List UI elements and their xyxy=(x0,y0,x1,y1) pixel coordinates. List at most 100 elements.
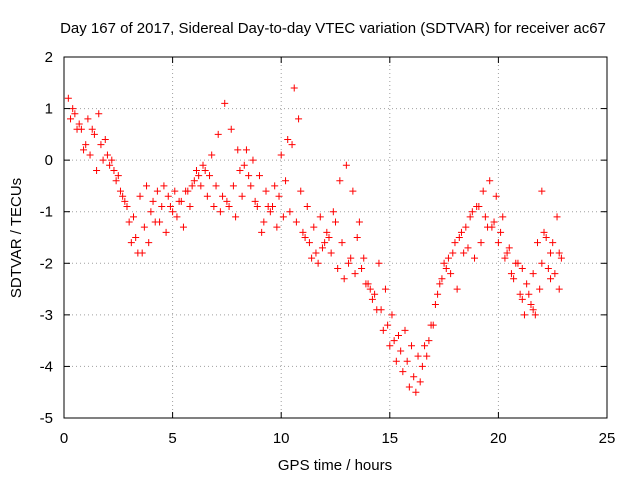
data-point xyxy=(464,244,472,252)
data-point xyxy=(112,177,120,185)
data-point xyxy=(505,244,513,252)
data-point xyxy=(490,218,498,226)
data-point xyxy=(140,223,148,231)
data-point xyxy=(255,172,263,180)
data-point xyxy=(449,249,457,257)
data-point xyxy=(264,203,272,211)
data-point xyxy=(345,259,353,267)
data-point xyxy=(88,125,96,133)
data-point xyxy=(266,208,274,216)
data-point xyxy=(340,275,348,283)
data-point xyxy=(127,239,135,247)
data-point xyxy=(384,321,392,329)
data-point xyxy=(533,239,541,247)
data-point xyxy=(386,342,394,350)
data-point xyxy=(240,161,248,169)
data-point xyxy=(408,342,416,350)
data-point xyxy=(106,161,114,169)
data-point xyxy=(199,161,207,169)
data-point xyxy=(279,213,287,221)
data-point xyxy=(542,234,550,241)
data-point xyxy=(214,130,222,138)
data-point xyxy=(149,197,157,205)
data-point xyxy=(177,197,185,205)
data-point xyxy=(75,120,83,128)
data-point xyxy=(507,270,515,278)
data-point xyxy=(203,192,211,200)
data-point xyxy=(327,249,335,257)
data-point xyxy=(358,264,366,272)
data-point xyxy=(162,228,170,236)
x-axis-label: GPS time / hours xyxy=(278,457,392,474)
y-tick-label: -2 xyxy=(40,255,53,272)
data-point xyxy=(551,270,559,278)
data-point xyxy=(347,254,355,262)
data-point xyxy=(242,146,250,154)
data-point xyxy=(336,177,344,185)
data-point xyxy=(271,182,279,190)
data-point xyxy=(453,285,461,293)
data-point xyxy=(179,223,187,231)
data-point xyxy=(210,203,218,211)
data-point xyxy=(97,141,105,149)
y-tick-label: -1 xyxy=(40,204,53,221)
data-point xyxy=(108,156,116,164)
data-point xyxy=(553,213,561,221)
data-point xyxy=(366,285,374,293)
data-point xyxy=(314,259,322,267)
data-point xyxy=(481,213,489,221)
data-point xyxy=(368,295,376,303)
data-point xyxy=(82,141,90,149)
data-point xyxy=(253,203,261,211)
data-point xyxy=(69,105,77,113)
data-point xyxy=(362,280,370,288)
data-point xyxy=(262,187,270,195)
data-point xyxy=(232,213,240,221)
data-point xyxy=(401,326,409,334)
data-points xyxy=(64,84,565,396)
data-point xyxy=(295,115,303,123)
data-point xyxy=(431,301,439,309)
data-point xyxy=(451,239,459,247)
data-point xyxy=(334,264,342,272)
data-point xyxy=(531,311,539,319)
data-point xyxy=(397,347,405,355)
data-point xyxy=(390,337,398,345)
data-point xyxy=(116,187,124,195)
data-point xyxy=(486,177,494,185)
data-point xyxy=(305,239,313,247)
data-point xyxy=(184,187,192,195)
data-point xyxy=(301,234,309,241)
data-point xyxy=(160,182,168,190)
data-point xyxy=(479,187,487,195)
data-point xyxy=(503,249,511,257)
data-point xyxy=(303,203,311,211)
data-point xyxy=(164,192,172,200)
data-point xyxy=(403,357,411,365)
data-point xyxy=(440,259,448,267)
data-point xyxy=(216,208,224,216)
data-point xyxy=(234,146,242,154)
data-point xyxy=(547,249,555,257)
data-point xyxy=(67,115,75,123)
data-point xyxy=(351,270,359,278)
data-point xyxy=(477,239,485,247)
data-point xyxy=(457,228,465,236)
data-point xyxy=(143,182,151,190)
data-point xyxy=(151,218,159,226)
data-point xyxy=(394,331,402,339)
data-point xyxy=(536,285,544,293)
x-tick-label: 25 xyxy=(599,430,616,447)
data-point xyxy=(188,182,196,190)
data-point xyxy=(166,203,174,211)
data-point xyxy=(169,208,177,216)
x-tick-label: 10 xyxy=(273,430,290,447)
data-point xyxy=(95,110,103,118)
data-point xyxy=(412,388,420,396)
data-point xyxy=(71,110,79,118)
data-point xyxy=(173,213,181,221)
data-point xyxy=(84,115,92,123)
x-tick-label: 15 xyxy=(381,430,398,447)
data-point xyxy=(518,295,526,303)
